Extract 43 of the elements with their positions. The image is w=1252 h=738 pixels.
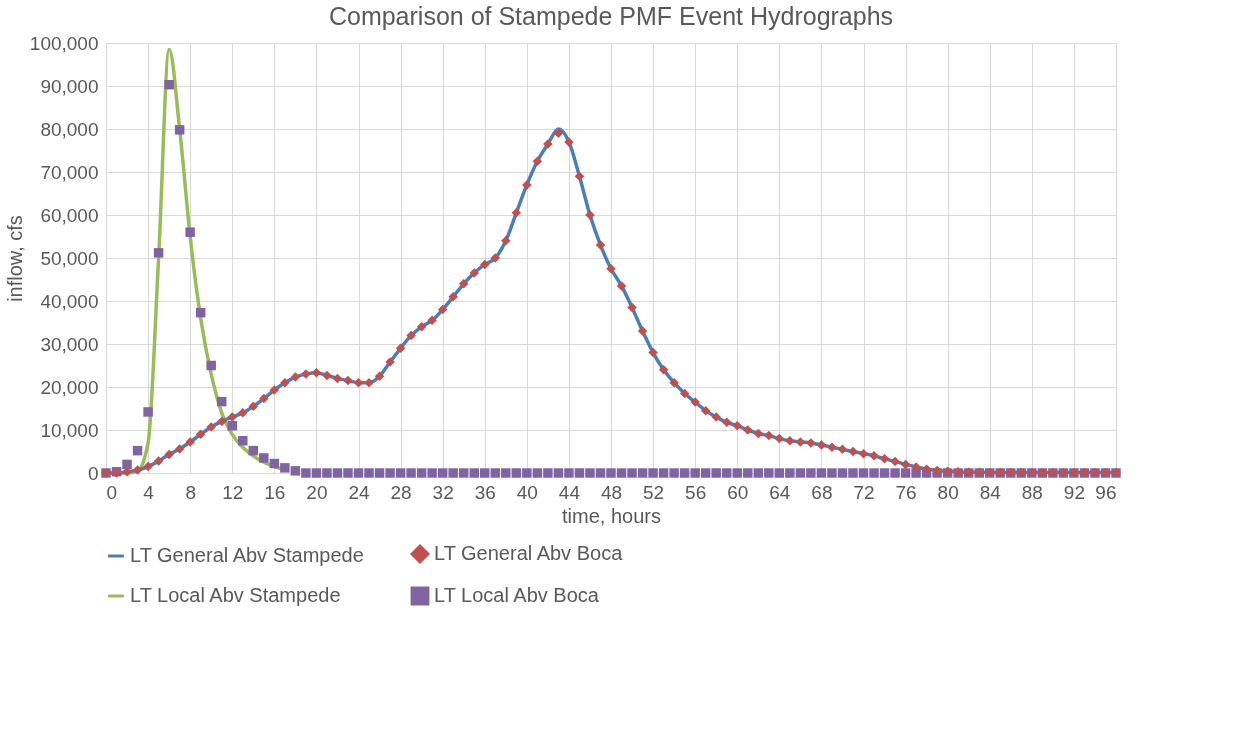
x-tick-label: 40: [516, 481, 538, 503]
x-tick-label: 28: [390, 481, 412, 503]
x-tick-label: 48: [600, 481, 623, 503]
legend-label: LT Local Abv Stampede: [130, 584, 341, 606]
x-tick-label: 92: [1063, 481, 1085, 503]
x-tick-label: 44: [558, 481, 581, 503]
y-tick-label: 70,000: [40, 161, 99, 183]
y-tick-label: 10,000: [40, 419, 99, 441]
x-tick-label: 88: [1021, 481, 1043, 503]
x-tick-label: 60: [727, 481, 749, 503]
y-tick-label: 40,000: [40, 290, 99, 312]
x-tick-label: 24: [348, 481, 370, 503]
x-tick-label: 68: [811, 481, 833, 503]
x-tick-label: 76: [895, 481, 917, 503]
y-tick-label: 60,000: [40, 204, 99, 226]
y-tick-label: 100,000: [29, 32, 99, 54]
x-axis-title: time, hours: [562, 504, 661, 527]
x-tick-label: 4: [143, 481, 155, 503]
x-tick-label: 0: [106, 481, 118, 503]
x-tick-label: 72: [853, 481, 875, 503]
x-tick-label: 56: [685, 481, 707, 503]
legend-label: LT Local Abv Boca: [434, 584, 600, 606]
x-tick-label: 96: [1095, 481, 1117, 503]
y-tick-label: 20,000: [40, 376, 99, 398]
x-tick-label: 12: [222, 481, 244, 503]
x-tick-label: 84: [979, 481, 1002, 503]
x-tick-label: 52: [643, 481, 665, 503]
chart-title: Comparison of Stampede PMF Event Hydrographs: [328, 2, 894, 30]
y-tick-label: 80,000: [40, 118, 99, 140]
y-tick-label: 50,000: [40, 247, 99, 269]
x-tick-label: 64: [769, 481, 791, 503]
x-tick-label: 16: [264, 481, 286, 503]
legend-label: LT General Abv Stampede: [130, 544, 364, 566]
y-tick-label: 0: [87, 462, 99, 484]
x-tick-label: 8: [185, 481, 196, 503]
y-tick-label: 90,000: [40, 75, 99, 97]
x-tick-label: 20: [306, 481, 328, 503]
legend-label: LT General Abv Boca: [434, 542, 624, 565]
x-tick-label: 80: [937, 481, 959, 503]
x-tick-label: 36: [474, 481, 496, 503]
x-tick-label: 32: [432, 481, 454, 503]
y-axis-title: inflow, cfs: [3, 215, 26, 302]
y-tick-label: 30,000: [40, 333, 99, 355]
